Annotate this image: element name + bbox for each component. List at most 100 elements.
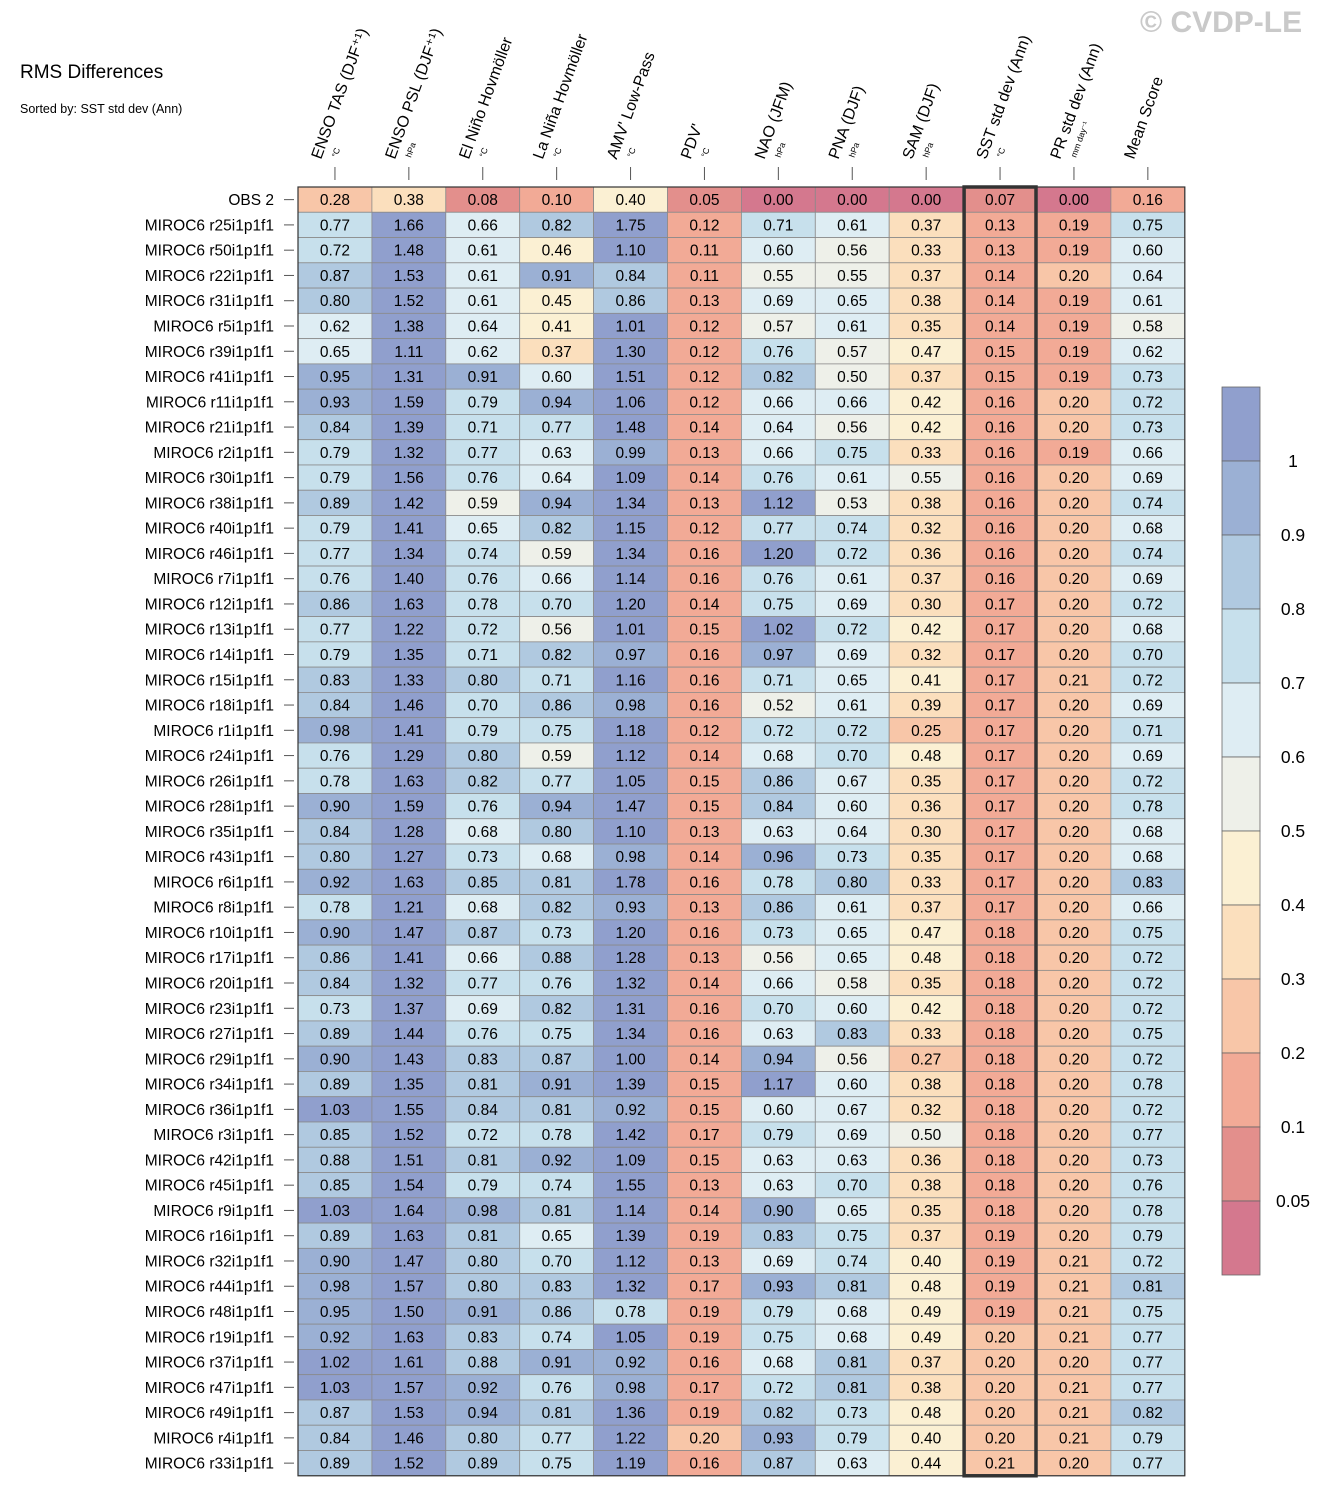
cell-value: 0.16: [689, 925, 719, 942]
cell-value: 0.83: [763, 1228, 793, 1245]
heatmap-cell: [519, 793, 595, 820]
colorbar-segment: [1221, 682, 1261, 758]
cell-value: 0.78: [1133, 799, 1163, 816]
cell-value: 0.55: [763, 268, 793, 285]
cell-value: 0.91: [542, 1355, 572, 1372]
heatmap-cell: [371, 1374, 447, 1401]
cell-value: 0.63: [763, 1178, 793, 1195]
cell-value: 0.76: [763, 344, 793, 361]
cell-value: 0.41: [542, 318, 572, 335]
cell-value: 0.35: [911, 1203, 941, 1220]
heatmap-cell: [741, 1172, 816, 1199]
cell-value: 0.21: [1059, 1253, 1089, 1270]
cell-value: 0.14: [689, 1203, 720, 1220]
cell-value: 0.70: [542, 596, 573, 613]
cell-value: 0.37: [911, 217, 941, 234]
heatmap-cell: [962, 1197, 1038, 1224]
cell-value: 0.73: [320, 1001, 350, 1018]
cell-value: 0.84: [468, 1102, 499, 1119]
cell-value: 0.13: [689, 293, 719, 310]
cell-value: 0.89: [320, 1026, 350, 1043]
cell-value: 0.72: [763, 1380, 793, 1397]
cell-value: 1.63: [394, 874, 424, 891]
cell-value: 1.15: [615, 521, 645, 538]
cell-value: 0.68: [763, 748, 793, 765]
cell-value: 0.90: [320, 1253, 351, 1270]
cell-value: 0.69: [468, 1001, 498, 1018]
heatmap-cell: [667, 1020, 742, 1047]
heatmap-cell: [519, 919, 595, 946]
cell-value: 0.55: [837, 268, 867, 285]
column-label: ENSO TAS (DJF⁺¹): [309, 26, 372, 161]
cell-value: 1.02: [320, 1355, 350, 1372]
cell-value: 0.67: [837, 1102, 867, 1119]
cell-value: 0.86: [763, 900, 793, 917]
heatmap-cell: [519, 818, 595, 845]
cell-value: 0.87: [320, 1405, 350, 1422]
cell-value: 0.62: [1133, 344, 1163, 361]
heatmap-cell: [814, 666, 890, 693]
cell-value: 0.08: [468, 192, 498, 209]
cell-value: 0.74: [542, 1178, 573, 1195]
cell-value: 1.22: [394, 622, 424, 639]
heatmap-cell: [1036, 590, 1112, 617]
cell-value: 0.17: [985, 748, 1015, 765]
heatmap-cell: [445, 388, 521, 415]
heatmap-cell: [1110, 590, 1186, 617]
heatmap-cell: [1036, 540, 1112, 567]
cell-value: 0.12: [689, 344, 719, 361]
cell-value: 0.63: [763, 1026, 793, 1043]
cell-value: 0.65: [837, 950, 867, 967]
heatmap-cell: [445, 868, 521, 895]
heatmap-cell: [814, 969, 890, 997]
cell-value: 0.81: [468, 1077, 498, 1094]
cell-value: 0.42: [911, 1001, 941, 1018]
heatmap-cell: [593, 969, 668, 997]
heatmap-cell: [371, 565, 447, 592]
row-label: MIROC6 r15i1p1f1: [145, 672, 274, 689]
heatmap-cell: [593, 1020, 668, 1047]
cell-value: 0.98: [615, 849, 645, 866]
cell-value: 0.14: [689, 748, 720, 765]
cell-value: 0.94: [542, 799, 573, 816]
cell-value: 0.20: [1059, 420, 1090, 437]
cell-value: 1.12: [763, 495, 793, 512]
cell-value: 1.47: [394, 1253, 424, 1270]
heatmap-cell: [888, 338, 964, 365]
heatmap-cell: [1036, 843, 1112, 870]
cell-value: 0.84: [320, 1430, 351, 1447]
cell-value: 0.69: [1133, 470, 1163, 487]
cell-value: 0.20: [985, 1355, 1016, 1372]
cell-value: 0.20: [1059, 495, 1090, 512]
cell-value: 0.77: [1133, 1380, 1163, 1397]
cell-value: 0.75: [542, 1026, 572, 1043]
heatmap-cell: [593, 489, 668, 516]
cell-value: 0.78: [1133, 1077, 1163, 1094]
heatmap-cell: [445, 616, 521, 643]
heatmap-cell: [962, 388, 1038, 415]
cell-value: 0.38: [394, 192, 424, 209]
cell-value: 0.00: [763, 192, 794, 209]
cell-value: 0.77: [542, 1430, 572, 1447]
cell-value: 0.13: [689, 445, 719, 462]
cell-value: 0.00: [837, 192, 868, 209]
cell-value: 0.88: [320, 1152, 350, 1169]
cell-value: 0.32: [911, 521, 941, 538]
cell-value: 1.52: [394, 293, 424, 310]
cell-value: 0.79: [1133, 1430, 1163, 1447]
cell-value: 0.82: [542, 900, 572, 917]
cell-value: 0.71: [1133, 723, 1163, 740]
cell-value: 0.83: [468, 1329, 498, 1346]
cell-value: 0.63: [837, 1456, 867, 1473]
cell-value: 0.07: [985, 192, 1015, 209]
cell-value: 0.36: [911, 1152, 941, 1169]
cell-value: 0.69: [837, 596, 867, 613]
heatmap-cell: [741, 717, 816, 744]
heatmap-cell: [371, 616, 447, 643]
cell-value: 0.86: [615, 293, 645, 310]
heatmap-cell: [741, 1323, 816, 1350]
heatmap-cell: [445, 1096, 521, 1123]
cell-value: 0.14: [689, 1051, 720, 1068]
cell-value: 0.94: [542, 394, 573, 411]
cell-value: 0.91: [468, 369, 498, 386]
